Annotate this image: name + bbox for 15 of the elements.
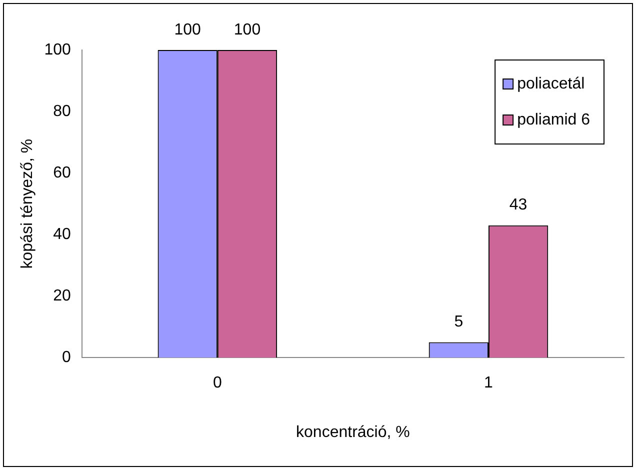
x-tick-label: 1 (484, 374, 494, 392)
data-label: 43 (509, 196, 528, 214)
y-tick-label: 100 (44, 41, 71, 58)
data-label: 5 (454, 314, 464, 331)
y-tick-label: 40 (53, 226, 71, 243)
y-tick-label: 20 (53, 287, 71, 304)
y-tick-label: 0 (62, 349, 71, 366)
data-label: 100 (234, 21, 261, 38)
y-axis-title: kopási tényező, % (19, 138, 36, 269)
data-label: 100 (174, 21, 202, 38)
x-axis-title: koncentráció, % (296, 424, 410, 441)
legend-label: poliamid 6 (517, 111, 590, 128)
y-tick-label: 60 (53, 164, 71, 182)
y-tick-label: 80 (53, 102, 71, 120)
legend-label: poliacetál (517, 75, 585, 92)
